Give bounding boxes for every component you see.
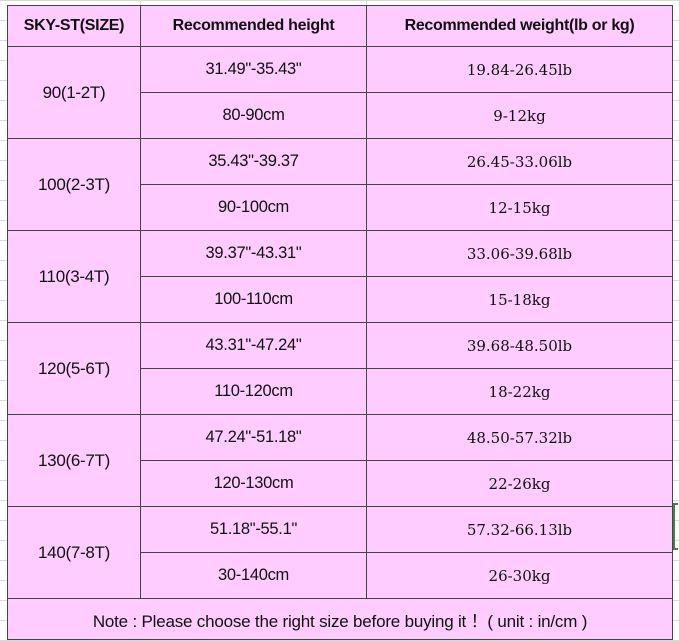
table-row: 110(3-4T) 39.37"-43.31" 33.06-39.68lb: [7, 230, 673, 323]
header-size: SKY-ST(SIZE): [7, 5, 141, 47]
selected-cell-edge: [673, 503, 678, 550]
table-row: 110-120cm 18-22kg: [8, 368, 673, 415]
height-cm-cell: 30-140cm: [140, 552, 367, 599]
size-cell: 120(5-6T): [7, 322, 141, 415]
height-cm-cell: 110-120cm: [140, 368, 367, 415]
table-row: 120-130cm 22-26kg: [8, 460, 673, 507]
weight-lb-cell: 48.50-57.32lb: [366, 414, 673, 461]
weight-lb-cell: 57.32-66.13lb: [366, 506, 673, 553]
height-in-cell: 31.49"-35.43": [140, 46, 367, 93]
size-cell: 130(6-7T): [7, 414, 141, 507]
weight-lb-cell: 39.68-48.50lb: [366, 322, 673, 369]
table-row: 100(2-3T) 35.43"-39.37 26.45-33.06lb: [7, 138, 673, 231]
header-height: Recommended height: [140, 5, 367, 47]
table-row: 30-140cm 26-30kg: [8, 552, 673, 599]
height-in-cell: 43.31"-47.24": [140, 322, 367, 369]
weight-lb-cell: 33.06-39.68lb: [366, 230, 673, 277]
height-in-cell: 47.24"-51.18": [140, 414, 367, 461]
note-text: Note : Please choose the right size befo…: [7, 598, 673, 640]
table-row: 90(1-2T) 31.49"-35.43" 19.84-26.45lb: [7, 46, 673, 139]
weight-kg-cell: 15-18kg: [366, 276, 673, 323]
table-row: 140(7-8T) 51.18"-55.1" 57.32-66.13lb: [7, 506, 673, 599]
table-row: 120(5-6T) 43.31"-47.24" 39.68-48.50lb: [7, 322, 673, 415]
table-row: 100-110cm 15-18kg: [8, 276, 673, 323]
table-row: 130(6-7T) 47.24"-51.18" 48.50-57.32lb: [7, 414, 673, 507]
header-weight: Recommended weight(lb or kg): [366, 5, 673, 47]
height-in-cell: 39.37"-43.31": [140, 230, 367, 277]
height-cm-cell: 100-110cm: [140, 276, 367, 323]
weight-lb-cell: 26.45-33.06lb: [366, 138, 673, 185]
height-cm-cell: 80-90cm: [140, 92, 367, 139]
weight-kg-cell: 9-12kg: [366, 92, 673, 139]
header-row: SKY-ST(SIZE) Recommended height Recommen…: [7, 5, 673, 47]
size-chart-table: SKY-ST(SIZE) Recommended height Recommen…: [7, 5, 673, 640]
weight-kg-cell: 18-22kg: [366, 368, 673, 415]
height-in-cell: 35.43"-39.37: [140, 138, 367, 185]
weight-kg-cell: 22-26kg: [366, 460, 673, 507]
weight-kg-cell: 26-30kg: [366, 552, 673, 599]
height-cm-cell: 90-100cm: [140, 184, 367, 231]
table-row: 80-90cm 9-12kg: [8, 92, 673, 139]
note-row: Note : Please choose the right size befo…: [7, 598, 673, 640]
size-cell: 90(1-2T): [7, 46, 141, 139]
height-cm-cell: 120-130cm: [140, 460, 367, 507]
height-in-cell: 51.18"-55.1": [140, 506, 367, 553]
size-cell: 100(2-3T): [7, 138, 141, 231]
weight-kg-cell: 12-15kg: [366, 184, 673, 231]
weight-lb-cell: 19.84-26.45lb: [366, 46, 673, 93]
size-cell: 110(3-4T): [7, 230, 141, 323]
size-cell: 140(7-8T): [7, 506, 141, 599]
